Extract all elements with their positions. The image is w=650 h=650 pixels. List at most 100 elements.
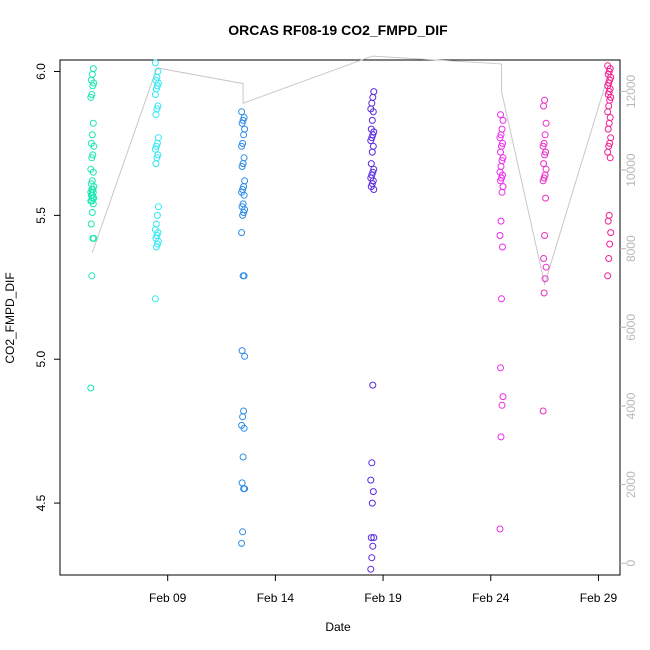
y-tick-label: 5.0: [34, 351, 48, 368]
data-point-rf08: [89, 119, 97, 127]
data-point-rf12: [499, 243, 506, 251]
data-point-rf13: [541, 131, 549, 139]
y2-tick-label: 8000: [624, 235, 638, 262]
data-point-rf10: [241, 352, 249, 360]
data-point-rf08: [89, 65, 97, 73]
data-point-rf13: [540, 160, 548, 168]
data-point-rf13: [540, 289, 548, 297]
data-point-rf11: [369, 542, 377, 550]
data-point-rf11: [369, 488, 377, 496]
data-point-rf09: [154, 102, 162, 110]
points-layer: [87, 59, 615, 573]
data-point-rf08: [88, 154, 96, 162]
data-point-rf12: [497, 148, 504, 156]
data-point-rf10: [238, 479, 246, 487]
data-point-rf11: [369, 142, 377, 150]
data-point-rf10: [241, 177, 249, 185]
data-point-rf09: [153, 211, 161, 219]
y2-tick-label: 6000: [624, 314, 638, 341]
data-point-rf12: [496, 232, 504, 239]
data-point-rf12: [498, 125, 506, 133]
data-point-rf11: [369, 381, 377, 389]
data-point-rf09: [151, 295, 159, 303]
data-point-rf13: [540, 174, 548, 182]
data-point-rf11: [367, 565, 375, 573]
data-point-rf10: [240, 114, 248, 121]
data-point-rf11: [368, 99, 376, 107]
data-point-rf09: [153, 105, 161, 113]
data-point-rf13: [542, 263, 550, 271]
data-point-rf08: [89, 151, 97, 159]
data-point-rf09: [152, 160, 160, 168]
data-point-rf11: [369, 168, 377, 176]
data-point-rf10: [239, 116, 247, 124]
data-point-rf11: [367, 125, 375, 133]
data-point-rf10: [239, 139, 247, 147]
data-point-rf10: [241, 485, 249, 493]
data-point-rf12: [497, 433, 505, 441]
data-point-rf09: [154, 68, 162, 75]
x-tick-label: Feb 19: [364, 591, 402, 605]
data-point-rf11: [367, 476, 375, 484]
data-point-rf13: [541, 275, 549, 283]
data-point-rf14: [606, 240, 614, 248]
y2-tick-label: 0: [624, 560, 638, 567]
data-point-rf10: [238, 347, 246, 355]
data-point-rf08: [87, 180, 95, 188]
data-point-rf10: [239, 453, 247, 461]
data-point-rf09: [152, 111, 160, 119]
data-point-rf12: [497, 163, 505, 170]
data-point-rf11: [370, 88, 378, 96]
data-point-rf10: [238, 142, 246, 150]
data-point-rf11: [368, 459, 376, 467]
y-tick-label: 5.5: [34, 207, 48, 224]
data-point-rf14: [605, 102, 613, 110]
plot-frame: [59, 59, 621, 576]
data-point-rf13: [542, 148, 550, 156]
data-point-rf12: [498, 142, 505, 150]
data-point-rf08: [87, 384, 95, 392]
data-point-rf12: [499, 154, 507, 162]
data-point-rf13: [541, 232, 549, 239]
y2-tick-label: 4000: [624, 392, 638, 419]
data-point-rf12: [498, 295, 505, 303]
data-point-rf09: [154, 151, 162, 159]
data-point-rf10: [239, 413, 247, 421]
data-point-rf10: [239, 200, 247, 208]
data-point-rf11: [367, 534, 375, 542]
data-point-rf10: [240, 154, 248, 162]
data-point-rf12: [497, 364, 504, 372]
data-point-rf11: [368, 499, 376, 507]
data-point-rf10: [238, 421, 246, 429]
data-point-rf13: [540, 139, 548, 147]
data-point-rf14: [604, 217, 612, 225]
data-point-rf08: [88, 70, 96, 78]
data-point-rf10: [240, 407, 248, 415]
altitude-layer: [91, 55, 610, 287]
data-point-rf14: [605, 119, 613, 127]
data-point-rf12: [498, 188, 506, 196]
data-point-rf10: [238, 229, 246, 237]
data-point-rf08: [88, 91, 96, 98]
data-point-rf12: [497, 111, 504, 119]
data-point-rf09: [154, 134, 162, 142]
data-point-rf08: [87, 93, 95, 101]
data-point-rf12: [499, 393, 507, 401]
data-point-rf10: [238, 539, 246, 547]
data-point-rf10: [239, 186, 247, 193]
data-point-rf14: [606, 114, 614, 121]
data-point-rf12: [497, 217, 505, 225]
chart-title: ORCAS RF08-19 CO2_FMPD_DIF: [228, 22, 448, 38]
data-point-rf08: [87, 165, 95, 173]
data-point-rf10: [238, 108, 246, 116]
secondary-y-axis: 0 2000 4000 6000 8000 10000 12000: [620, 74, 638, 567]
y2-tick-label: 10000: [624, 153, 638, 187]
data-point-rf14: [604, 148, 612, 156]
data-point-rf08: [88, 131, 96, 139]
data-point-rf13: [540, 102, 548, 110]
x-axis-label: Date: [325, 620, 351, 634]
data-point-rf11: [368, 148, 376, 156]
data-point-rf14: [604, 125, 612, 133]
data-point-rf11: [368, 116, 376, 124]
data-point-rf10: [241, 125, 249, 133]
